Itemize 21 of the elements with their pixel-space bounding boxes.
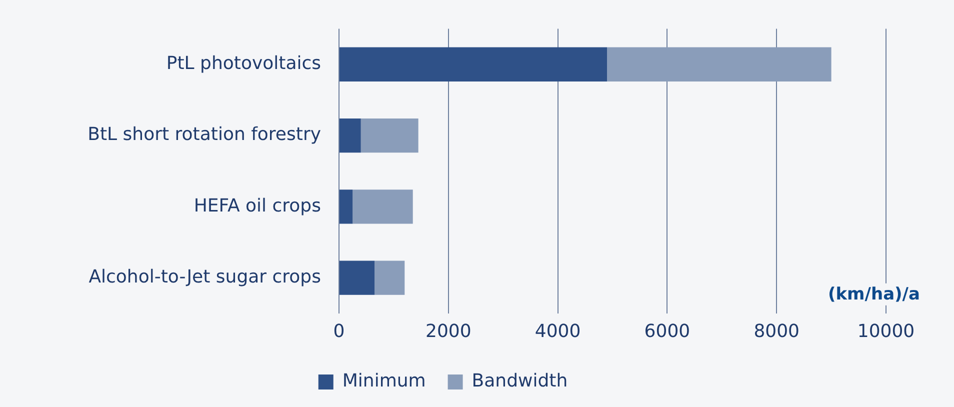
bar [340,118,361,153]
x-tick-label: 2000 [425,320,472,342]
x-tick-label: 8000 [754,320,800,342]
legend-label: Bandwidth [472,370,568,392]
bar [340,190,353,224]
bar [374,260,405,295]
y-tick-label: HEFA oil crops [194,195,321,216]
x-tick-label: 4000 [534,320,581,342]
bar [352,190,413,224]
y-tick-label: Alcohol-to-Jet sugar crops [88,266,321,288]
x-tick-label: 0 [333,320,345,342]
x-tick-label: 10000 [857,320,915,342]
x-axis-title: (km/ha)/a [828,284,920,304]
y-tick-label: BtL short rotation forestry [88,124,322,146]
bar [340,47,608,82]
x-tick-label: 6000 [644,320,690,342]
bar [360,118,418,153]
bar [340,260,375,295]
legend-label: Minimum [342,370,426,392]
bar [607,47,832,82]
y-tick-label: PtL photovoltaics [166,53,321,74]
